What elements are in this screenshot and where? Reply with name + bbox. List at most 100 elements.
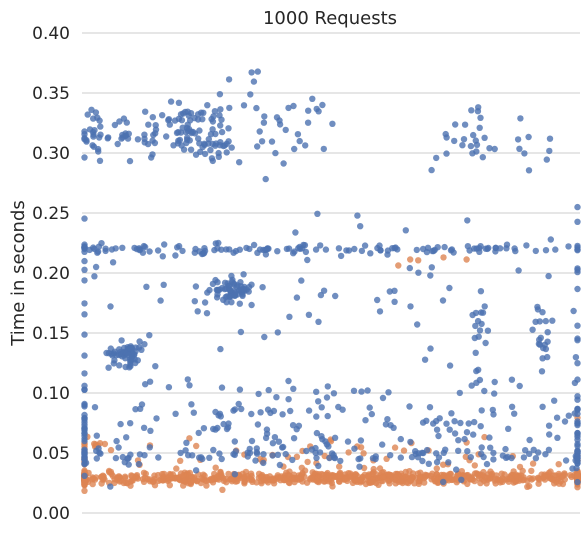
data-point <box>215 153 222 160</box>
data-point <box>134 136 142 143</box>
data-point <box>124 135 132 142</box>
data-point <box>236 159 243 166</box>
data-point <box>219 486 226 493</box>
data-point <box>223 149 230 156</box>
data-point <box>196 127 203 134</box>
data-point <box>116 474 124 481</box>
data-point <box>259 474 266 482</box>
grid-lines <box>82 32 580 514</box>
data-point <box>175 137 182 144</box>
data-point <box>433 426 441 433</box>
data-point <box>295 245 302 252</box>
data-point <box>545 446 553 453</box>
data-point <box>275 438 283 445</box>
data-point <box>461 121 469 128</box>
data-point <box>196 454 203 461</box>
data-point <box>391 298 398 305</box>
data-point <box>525 167 533 174</box>
data-point <box>225 76 233 83</box>
data-point <box>462 453 469 460</box>
data-point <box>258 138 266 145</box>
data-point <box>203 482 210 489</box>
data-point <box>138 346 145 353</box>
data-point <box>345 449 352 456</box>
data-point <box>350 387 358 394</box>
data-point <box>190 409 197 416</box>
data-point <box>428 264 435 271</box>
data-point <box>358 247 366 255</box>
data-point <box>194 111 202 118</box>
data-point <box>102 245 109 252</box>
data-point <box>138 401 146 408</box>
data-point <box>374 296 381 304</box>
data-point <box>539 309 546 316</box>
data-point <box>313 413 320 420</box>
data-point <box>303 447 310 455</box>
data-point <box>540 473 548 481</box>
data-point <box>165 384 173 391</box>
data-point <box>159 253 166 260</box>
data-point <box>262 175 269 183</box>
data-point <box>117 420 124 428</box>
data-point <box>463 256 470 263</box>
data-point <box>376 308 384 315</box>
data-point <box>391 444 399 451</box>
data-point <box>379 473 387 480</box>
data-point <box>370 465 377 473</box>
data-point <box>532 455 540 462</box>
data-point <box>446 426 453 433</box>
data-point <box>248 410 255 418</box>
data-point <box>111 121 119 129</box>
data-point <box>455 447 462 454</box>
data-point <box>375 481 382 488</box>
data-point <box>515 267 522 274</box>
data-point <box>419 419 427 426</box>
data-point <box>209 140 216 148</box>
data-point <box>458 476 465 483</box>
data-point <box>464 448 471 455</box>
data-point <box>470 431 477 438</box>
data-point <box>170 142 177 149</box>
data-point <box>179 124 186 131</box>
data-point <box>395 262 402 269</box>
data-point <box>446 362 454 369</box>
data-point <box>215 239 222 247</box>
data-point <box>547 468 554 475</box>
data-point <box>195 135 202 142</box>
data-point <box>81 331 88 338</box>
data-point <box>184 127 192 135</box>
data-point <box>245 476 253 483</box>
data-point <box>484 327 492 334</box>
data-point <box>526 482 533 490</box>
data-point <box>252 457 259 464</box>
data-point <box>318 404 325 411</box>
data-point <box>517 115 524 122</box>
data-point <box>427 345 434 352</box>
data-point <box>551 397 558 404</box>
data-point <box>574 218 581 225</box>
y-tick-label: 0.25 <box>32 204 70 224</box>
data-point <box>302 142 309 149</box>
data-point <box>324 412 331 420</box>
data-point <box>226 104 233 112</box>
y-tick-labels: 0.00 0.05 0.10 0.15 0.20 0.25 0.30 0.35 0.40 <box>32 24 70 524</box>
data-point <box>152 126 160 133</box>
data-point <box>361 242 369 249</box>
data-point <box>317 291 325 299</box>
data-point <box>247 470 255 477</box>
data-point <box>269 440 277 447</box>
data-point <box>166 482 173 489</box>
data-point <box>128 473 136 480</box>
data-point <box>81 128 88 135</box>
data-point <box>191 298 198 305</box>
data-point <box>382 421 390 428</box>
data-point <box>472 349 479 356</box>
data-point <box>212 408 219 416</box>
data-point <box>337 252 345 260</box>
data-point <box>146 248 153 255</box>
data-point <box>512 247 519 255</box>
data-point <box>287 407 294 415</box>
data-point <box>285 245 293 252</box>
data-point <box>210 474 217 482</box>
